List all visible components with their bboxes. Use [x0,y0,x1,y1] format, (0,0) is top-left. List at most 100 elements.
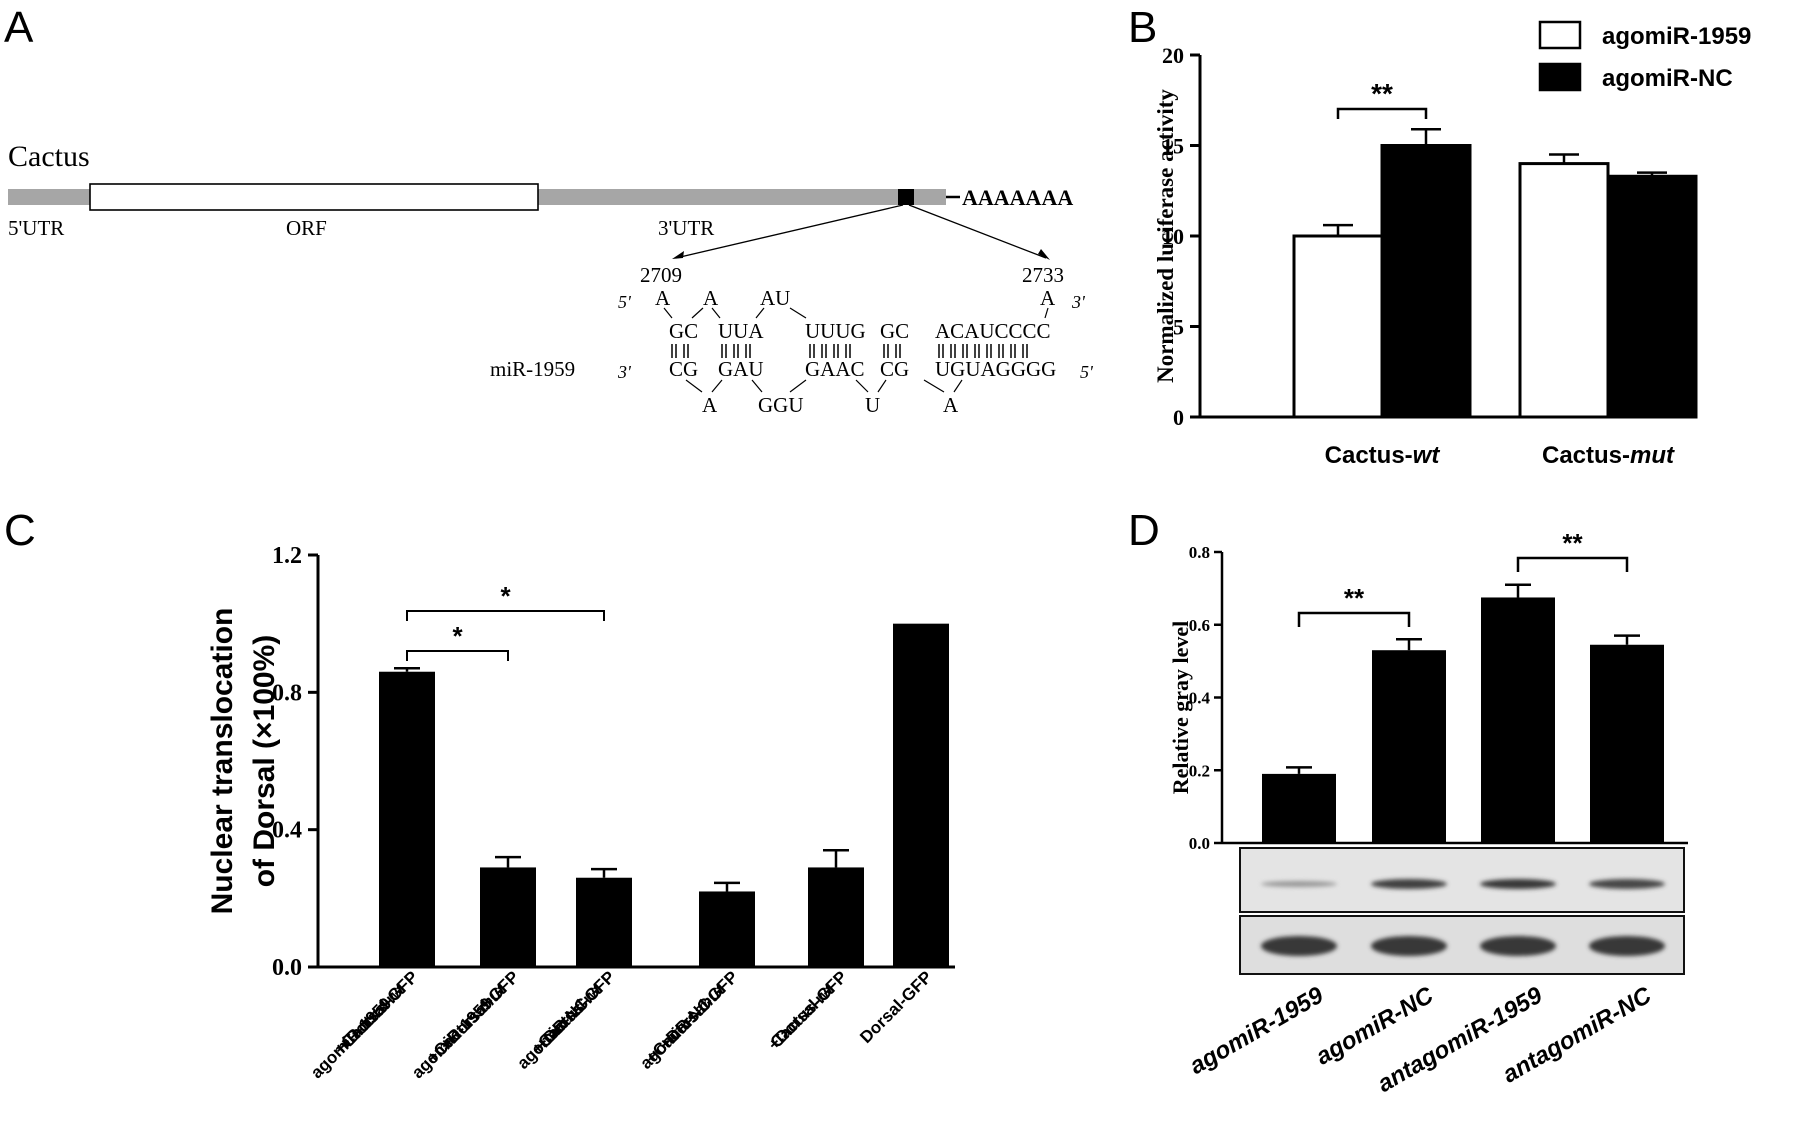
mirna-loop-2: GGU [758,393,804,417]
b-tick-labels: 0 5 10 15 20 [1162,43,1184,430]
b-y-tick-label: 20 [1162,43,1184,68]
d-y-axis-label: Relative gray level [1168,621,1193,795]
panel-letter-b: B [1128,3,1157,52]
zoom-arrow-left [672,251,684,259]
c-category-label-line: +Dorsal-GFP [655,967,742,1054]
panel-d-chart: 0.00.20.40.60.8 Relative gray level ****… [1168,528,1688,1098]
c-y-tick-label: 1.2 [272,543,302,569]
blot-band-loading [1261,936,1337,956]
c-significance-label: * [452,621,463,651]
c-category-label-line: +Dorsal-GFP [436,967,523,1054]
d-bar [1372,650,1446,843]
c-bar [893,623,949,967]
mirna-pair-2: GAU [718,357,764,381]
b-y-tick-label: 10 [1162,224,1184,249]
b-significance-bracket [1336,107,1428,119]
polya-tail: AAAAAAA [962,185,1073,210]
loop-connectors [663,307,1049,393]
target-pair-1: GC [669,319,698,343]
region-orf: ORF [286,216,327,240]
target-pair-4: GC [880,319,909,343]
target-5prime: 5' [618,292,632,312]
d-significance: ** ** [1297,528,1629,627]
b-y-axis-label: Normalized luciferase activity [1153,89,1178,383]
b-bar [1292,234,1384,419]
c-tick-labels: 0.0 0.4 0.8 1.2 [272,543,302,981]
panel-a-diagram: Cactus AAAAAAA 5'UTR ORF 3'UTR 2709 2733… [8,140,1094,417]
blot-band-target [1261,881,1337,887]
base-pair-ticks [671,344,1028,358]
c-category-label-part: Dorsal-GFP [856,967,936,1047]
b-category-label: Cactus-mut [1542,442,1675,469]
b-legend-label: agomiR-1959 [1602,23,1751,50]
panel-letter-a: A [4,3,34,52]
b-significance-label: ** [1371,78,1393,109]
c-bars [379,623,949,967]
target-loop-2: A [703,286,719,310]
b-legend-label: agomiR-NC [1602,65,1733,92]
d-y-tick-label: 0.6 [1189,616,1210,635]
c-category-labels: agomiR-1959+Cactus-wt+Dorsal-GFPagomiR-1… [307,967,936,1082]
blot-band-loading [1480,936,1556,956]
b-legend-swatch [1538,62,1582,92]
c-bar [576,877,632,967]
c-bar [699,891,755,967]
c-category-label-part: +Dorsal-GFP [436,967,523,1054]
mirna-pair-4: CG [880,357,909,381]
b-bar [1606,174,1698,419]
b-category-prefix: Cactus- [1542,442,1630,469]
target-loop-3: AU [760,286,790,310]
mirna-pair-3: GAAC [805,357,865,381]
c-significance: ** [406,581,605,661]
target-pair-2: UUA [718,319,764,343]
panel-c-chart: 0.0 0.4 0.8 1.2 Nuclear translocation of Dor… [206,543,955,1082]
target-loop-4: A [1040,286,1056,310]
b-category-italic: mut [1630,442,1675,469]
mirna-3prime: 3' [617,362,632,382]
d-western-blot [1239,847,1685,975]
blot-band-loading [1371,936,1447,956]
b-y-tick-label: 15 [1162,134,1184,159]
d-category-label: agomiR-1959 [1185,981,1328,1079]
c-category-label-part: +Dorsal-GFP [764,967,851,1054]
mirna-pair-5: UGUAGGGG [935,357,1056,381]
position-start: 2709 [640,263,682,287]
panel-letter-c: C [4,506,36,555]
b-bars [1292,127,1698,419]
mirna-pair-1: CG [669,357,698,381]
d-y-tick-label: 0.0 [1189,834,1210,853]
c-category-label-part: +Dorsal-GFP [532,967,619,1054]
target-site-box [898,189,914,205]
c-category-label-part: +Dorsal-GFP [655,967,742,1054]
zoom-line-right [908,204,1047,259]
zoom-arrow-right [1038,249,1050,260]
target-pair-5: ACAUCCCC [935,319,1051,343]
zoom-line-left [675,204,904,259]
b-legend: agomiR-1959 agomiR-NC [1538,20,1751,92]
b-y-tick-label: 5 [1173,315,1184,340]
d-bar [1262,773,1336,843]
b-category-label: Cactus-wt [1325,442,1441,469]
d-bar [1590,644,1664,843]
c-bar [480,867,536,967]
c-bar [379,671,435,967]
d-tick-labels: 0.0 0.2 0.4 0.6 0.8 [1189,543,1211,853]
d-significance-label: ** [1562,528,1583,558]
blot-band-target [1480,879,1556,889]
d-bar [1481,597,1555,843]
panel-letter-d: D [1128,506,1160,555]
b-category-italic: wt [1413,442,1441,469]
b-legend-swatch [1538,20,1582,50]
d-y-tick-label: 0.8 [1189,543,1210,562]
c-category-label-line: +Dorsal-GFP [764,967,851,1054]
d-significance-label: ** [1344,583,1365,613]
c-bar [808,867,864,967]
orf-box [89,183,539,211]
c-category-label-line: +Dorsal-GFP [335,967,422,1054]
blot-band-target [1371,879,1447,889]
d-significance-bracket [1516,556,1629,572]
c-y-axis-label-line: of Dorsal (×100%) [248,635,281,888]
target-pair-3: UUUG [805,319,866,343]
